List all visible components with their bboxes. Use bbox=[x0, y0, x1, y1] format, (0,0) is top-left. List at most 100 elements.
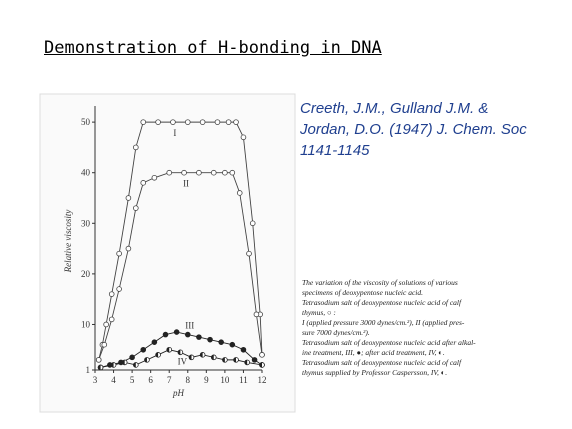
x-tick-label: 3 bbox=[93, 375, 98, 385]
point bbox=[155, 119, 161, 125]
point bbox=[116, 250, 122, 257]
series-label: IV bbox=[178, 356, 188, 366]
figure-caption: The variation of the viscosity of soluti… bbox=[302, 278, 564, 378]
caption-line: thymus, ○ : bbox=[302, 308, 336, 317]
point bbox=[103, 321, 109, 328]
point bbox=[140, 180, 147, 186]
point-half bbox=[155, 352, 159, 358]
point bbox=[210, 169, 217, 176]
point bbox=[259, 352, 265, 358]
citation-line: 1141-1145 bbox=[300, 142, 370, 159]
point bbox=[196, 334, 202, 340]
point bbox=[101, 341, 108, 348]
x-tick-label: 10 bbox=[220, 375, 230, 385]
series-label: III bbox=[185, 321, 194, 331]
caption-line: thymus supplied by Professor Caspersson,… bbox=[302, 368, 448, 377]
point bbox=[108, 291, 115, 297]
point bbox=[236, 190, 243, 196]
caption-line: Tetrasodium salt of deoxypentose nucleic… bbox=[302, 338, 476, 347]
point bbox=[225, 119, 232, 125]
caption-line: specimens of deoxypentose nucleic acid. bbox=[302, 288, 423, 297]
point bbox=[162, 331, 169, 338]
x-tick-label: 4 bbox=[111, 375, 116, 385]
point bbox=[222, 169, 228, 176]
point-half bbox=[98, 365, 101, 370]
point-half bbox=[222, 357, 225, 363]
x-tick-label: 12 bbox=[258, 375, 267, 385]
point bbox=[240, 346, 247, 353]
point-half bbox=[244, 360, 248, 365]
point-half bbox=[259, 362, 262, 368]
point-half bbox=[166, 347, 170, 353]
point bbox=[116, 286, 122, 292]
point bbox=[129, 354, 135, 361]
point-half bbox=[233, 357, 237, 363]
caption-line: The variation of the viscosity of soluti… bbox=[302, 278, 458, 287]
point bbox=[199, 119, 206, 125]
point bbox=[229, 169, 236, 176]
point bbox=[170, 119, 176, 125]
point-half bbox=[144, 357, 147, 363]
x-tick-label: 6 bbox=[148, 375, 153, 385]
point bbox=[166, 169, 173, 176]
point bbox=[184, 119, 191, 125]
series-label: II bbox=[183, 179, 189, 189]
point bbox=[125, 195, 132, 201]
point bbox=[173, 329, 180, 335]
point bbox=[184, 331, 191, 338]
point bbox=[95, 357, 102, 363]
point-half bbox=[189, 354, 192, 360]
point bbox=[249, 220, 256, 227]
x-tick-label: 7 bbox=[167, 375, 172, 385]
series-label: I bbox=[173, 128, 176, 138]
caption-line: I (applied pressure 3000 dynes/cm.²), II… bbox=[302, 318, 465, 327]
point-half bbox=[111, 362, 114, 368]
caption-line: sure 7000 dynes/cm.²). bbox=[302, 328, 370, 337]
point bbox=[151, 339, 158, 345]
y-tick-label: 40 bbox=[81, 168, 91, 178]
citation: Creeth, J.M., Gulland J.M. & Jordan, D.O.… bbox=[300, 98, 527, 161]
point bbox=[251, 357, 258, 363]
point bbox=[151, 174, 158, 181]
y-tick-label: 20 bbox=[81, 269, 91, 279]
point bbox=[233, 119, 239, 125]
x-tick-label: 9 bbox=[204, 375, 209, 385]
point bbox=[196, 169, 202, 176]
point-half bbox=[133, 362, 136, 368]
point bbox=[181, 169, 187, 176]
y-axis-label: Relative viscosity bbox=[63, 210, 73, 274]
point bbox=[214, 119, 221, 125]
point bbox=[125, 245, 132, 252]
y-tick-label: 30 bbox=[81, 218, 91, 228]
y-tick-label: 10 bbox=[81, 319, 91, 329]
y-tick-label: 1 bbox=[86, 365, 91, 375]
caption-line: Tetrasodium salt of deoxypentose nucleic… bbox=[302, 358, 462, 367]
chart: 1 10 20 30 40 50 3 4 5 6 7 8 9 10 11 12 pH Relative visco… bbox=[39, 93, 296, 413]
x-tick-label: 11 bbox=[239, 375, 248, 385]
caption-line: ine treatment, III, ●; after acid treatm… bbox=[302, 348, 445, 357]
point bbox=[207, 336, 213, 343]
point-half bbox=[122, 360, 125, 365]
caption-line: Tetrasodium salt of deoxypentose nucleic… bbox=[302, 298, 462, 307]
point bbox=[133, 144, 139, 151]
series-line bbox=[100, 331, 263, 368]
y-tick-label: 50 bbox=[81, 117, 91, 127]
citation-line: Creeth, J.M., Gulland J.M. & bbox=[300, 100, 489, 117]
x-tick-label: 8 bbox=[186, 375, 191, 385]
x-tick-label: 5 bbox=[130, 375, 135, 385]
point bbox=[229, 341, 236, 348]
point-half bbox=[177, 349, 181, 355]
point bbox=[253, 311, 260, 318]
point-half bbox=[200, 352, 203, 358]
point-half bbox=[211, 354, 214, 360]
point bbox=[140, 346, 147, 353]
point bbox=[246, 250, 252, 257]
point bbox=[140, 119, 147, 125]
x-axis-label: pH bbox=[172, 388, 185, 398]
series-line bbox=[98, 172, 263, 361]
point bbox=[108, 316, 115, 323]
point bbox=[133, 205, 139, 211]
slide-title: Demonstration of H-bonding in DNA bbox=[44, 38, 382, 58]
point bbox=[240, 134, 247, 141]
